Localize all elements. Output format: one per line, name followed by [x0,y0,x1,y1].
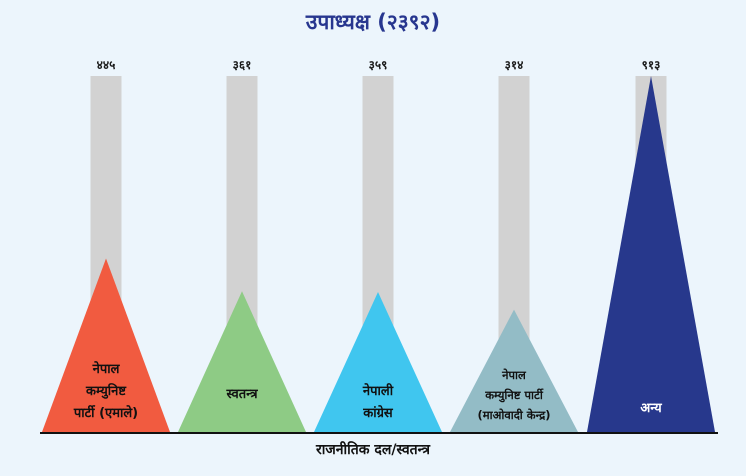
category-label: पार्टी (एमाले) [73,405,138,421]
data-label: ३१४ [505,58,524,72]
chart-title: उपाध्यक्ष (२३९२) [305,10,441,34]
data-label: ३६१ [233,58,252,72]
bar-triangle [42,258,170,432]
category-label: स्वतन्त्र [225,387,258,402]
category-label: नेपाली [362,383,394,399]
category-label: (माओवादी केन्द्र) [477,408,550,422]
data-label: ४४५ [97,58,116,72]
x-axis-label: राजनीतिक दल/स्वतन्त्र [316,442,430,458]
bar-triangle [450,309,578,432]
bar-triangle [587,76,715,432]
data-label: ९१३ [642,58,661,72]
category-label: अन्य [640,401,662,416]
category-label: कांग्रेस [362,405,394,421]
category-label: नेपाल [92,361,121,377]
category-label: नेपाल [501,368,527,382]
data-label: ३५९ [369,58,388,72]
category-label: कम्युनिष्ट [85,383,127,399]
bar-triangle [314,292,442,432]
category-label: कम्युनिष्ट पार्टी [484,388,544,403]
bar-triangle [178,291,306,432]
